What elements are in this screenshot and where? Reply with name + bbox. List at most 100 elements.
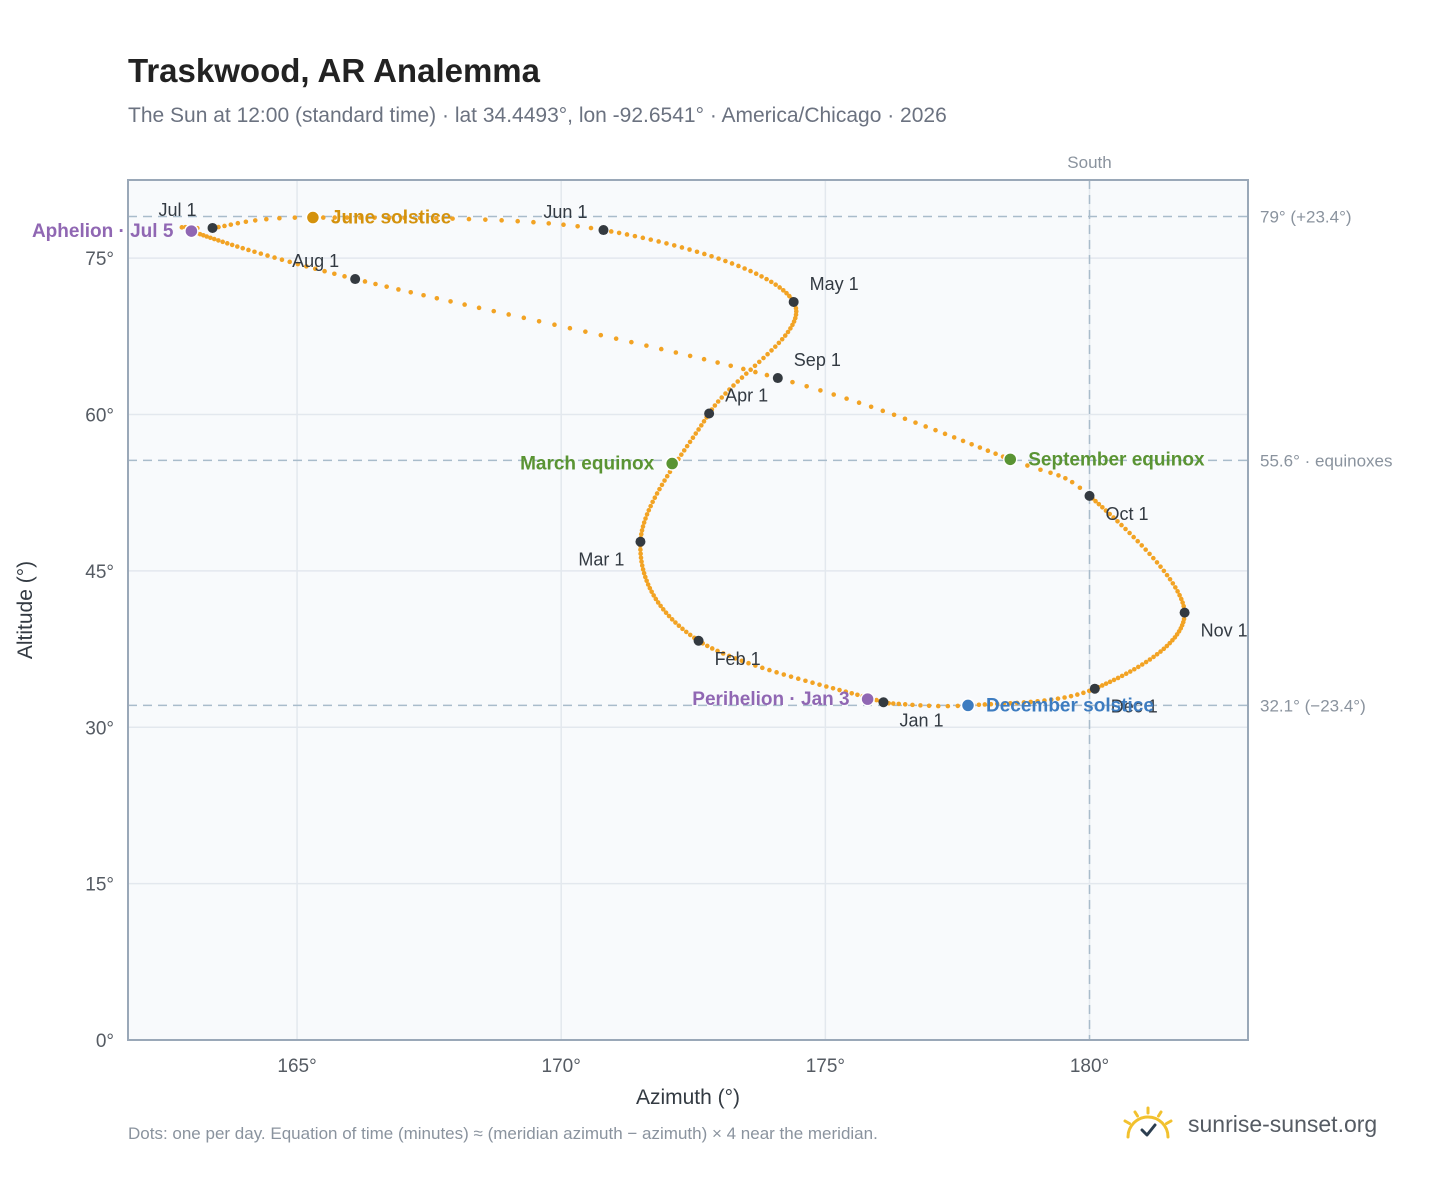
event-label: Aphelion · Jul 5 xyxy=(32,221,174,242)
daily-dot xyxy=(880,408,886,414)
daily-dot xyxy=(462,302,467,307)
month-label: Nov 1 xyxy=(1201,621,1248,641)
daily-dot xyxy=(1147,657,1153,662)
chart-footnote: Dots: one per day. Equation of time (min… xyxy=(128,1124,878,1143)
x-tick-label: 165° xyxy=(277,1056,316,1077)
month-marker xyxy=(693,635,704,646)
daily-dot xyxy=(666,613,672,619)
daily-dot xyxy=(258,251,264,256)
daily-dot xyxy=(644,343,649,348)
daily-dot xyxy=(1161,568,1167,574)
daily-dot xyxy=(1154,560,1160,565)
daily-dot xyxy=(760,665,765,671)
daily-dot xyxy=(977,445,983,450)
daily-dot xyxy=(332,271,337,277)
daily-dot xyxy=(1135,538,1141,544)
month-marker xyxy=(1179,607,1190,618)
daily-dot xyxy=(1107,511,1113,517)
daily-dot xyxy=(781,672,787,677)
daily-dot xyxy=(1111,515,1116,520)
daily-dot xyxy=(658,346,664,352)
daily-dot xyxy=(1178,596,1184,602)
event-label: Perihelion · Jan 3 xyxy=(692,689,849,710)
month-label: Jul 1 xyxy=(158,200,196,220)
event-label: December solstice xyxy=(986,695,1154,716)
daily-dot xyxy=(1077,485,1083,491)
daily-dot xyxy=(608,229,614,234)
daily-dot xyxy=(561,222,566,228)
daily-dot xyxy=(788,674,794,679)
daily-dot xyxy=(739,375,745,380)
daily-dot xyxy=(679,452,684,457)
daily-dot xyxy=(933,427,938,433)
daily-dot xyxy=(229,242,235,248)
daily-dot xyxy=(733,656,738,661)
month-label: Mar 1 xyxy=(578,550,624,570)
y-tick-label: 45° xyxy=(85,562,114,583)
daily-dot xyxy=(179,225,185,230)
event-label: June solstice xyxy=(331,208,451,229)
daily-dot xyxy=(575,223,580,229)
daily-dot xyxy=(810,680,815,686)
daily-dot xyxy=(396,287,401,292)
daily-dot xyxy=(817,682,822,687)
daily-dot xyxy=(849,690,855,696)
month-label: May 1 xyxy=(810,274,859,294)
daily-dot xyxy=(993,451,998,457)
daily-dot xyxy=(701,419,707,424)
daily-dot xyxy=(1158,649,1163,654)
daily-dot xyxy=(1143,659,1149,665)
daily-dot xyxy=(1139,543,1145,548)
daily-dot xyxy=(742,266,747,271)
daily-dot xyxy=(976,702,982,708)
daily-dot xyxy=(1100,504,1105,510)
daily-dot xyxy=(676,623,682,629)
month-label: Oct 1 xyxy=(1106,504,1149,524)
daily-dot xyxy=(764,372,770,378)
daily-dot xyxy=(1151,555,1156,561)
daily-dot xyxy=(748,367,753,372)
daily-dot xyxy=(598,332,604,338)
daily-dot xyxy=(769,348,774,353)
daily-dot xyxy=(1154,651,1160,657)
daily-dot xyxy=(777,285,782,290)
daily-dot xyxy=(567,325,573,331)
daily-dot xyxy=(669,617,675,622)
daily-dot xyxy=(342,274,347,279)
daily-dot xyxy=(1021,700,1027,705)
daily-dot xyxy=(709,646,715,651)
daily-dot xyxy=(1008,700,1013,706)
sun-logo-icon xyxy=(1123,1106,1173,1139)
daily-dot xyxy=(667,469,673,475)
y-tick-label: 0° xyxy=(96,1031,114,1052)
brand[interactable]: sunrise-sunset.org xyxy=(1120,1102,1377,1146)
daily-dot xyxy=(663,610,669,616)
daily-dot xyxy=(1127,669,1133,674)
daily-dot xyxy=(664,241,669,246)
month-label: Feb 1 xyxy=(715,649,761,669)
daily-dot xyxy=(1075,692,1080,697)
daily-dot xyxy=(641,520,647,525)
daily-dot xyxy=(1175,589,1180,594)
daily-dot xyxy=(935,703,941,709)
daily-dot xyxy=(753,663,758,668)
daily-dot xyxy=(693,431,699,436)
daily-dot xyxy=(759,274,764,279)
daily-dot xyxy=(386,215,392,221)
daily-dot xyxy=(723,391,728,396)
daily-dot xyxy=(1115,518,1120,524)
daily-dot xyxy=(727,387,732,392)
daily-dot xyxy=(499,218,504,223)
daily-dot xyxy=(735,379,740,384)
daily-dot xyxy=(216,238,221,243)
daily-dot xyxy=(1119,673,1125,679)
daily-dot xyxy=(1170,581,1176,586)
daily-dot xyxy=(1035,698,1040,704)
daily-dot xyxy=(252,218,258,223)
daily-dot xyxy=(246,247,251,253)
month-label: Dec 1 xyxy=(1111,697,1158,717)
daily-dot xyxy=(645,582,651,587)
daily-dot xyxy=(728,363,734,369)
daily-dot xyxy=(1151,654,1156,660)
event-label: March equinox xyxy=(520,454,655,475)
